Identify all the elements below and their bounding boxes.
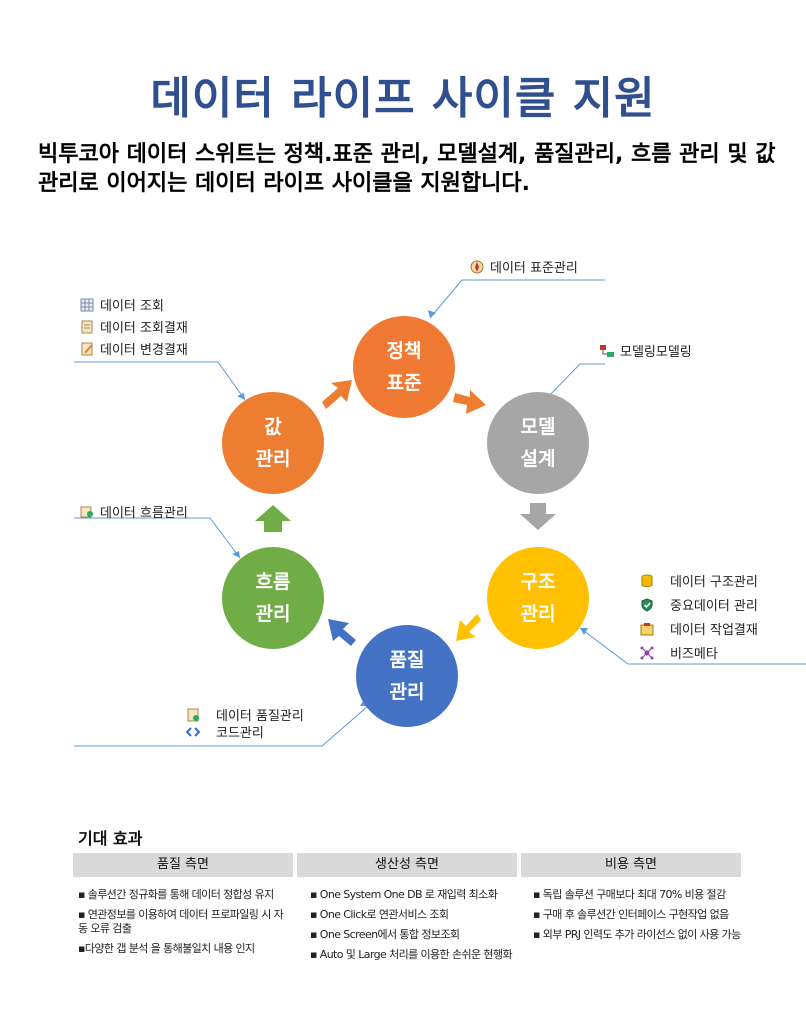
- value-connector: [74, 361, 246, 401]
- tool-standard-label: 데이터 표준관리: [490, 261, 578, 276]
- modeling-connector: [542, 363, 605, 403]
- tool-value-label-1: 데이터 조회: [100, 299, 164, 314]
- structure-label-line2: 관리: [520, 603, 556, 625]
- tool-modeling-label: 모델링모델링: [620, 345, 692, 360]
- tool-value-label-3: 데이터 변경결재: [100, 343, 188, 358]
- benefit-item-text: 독립 솔루션 구매보다 최대 70% 비용 절감: [542, 888, 726, 901]
- tool-flow: 데이터 흐름관리: [80, 502, 188, 521]
- policy-standard-circle: 정책 표준: [353, 316, 455, 418]
- benefit-item: ▪ 외부 PRJ 인력도 추가 라이선스 없이 사용 가능: [533, 928, 741, 941]
- arrow-model-to-structure: [520, 503, 556, 530]
- structure-label-line1: 구조: [520, 571, 556, 593]
- model-label-line2: 설계: [520, 448, 556, 470]
- tool-quality-label-2: 코드관리: [216, 726, 264, 741]
- tool-structure-label-4: 비즈메타: [670, 647, 718, 662]
- tool-value-label-2: 데이터 조회결재: [100, 321, 188, 336]
- quality-document-icon: [187, 708, 199, 721]
- tool-structure-2: 중요데이터 관리: [640, 595, 758, 614]
- tool-structure-4: 비즈메타: [640, 643, 718, 662]
- standard-connector: [429, 279, 605, 319]
- structure-connector: [579, 627, 806, 665]
- tool-quality-2: 코드관리: [186, 722, 264, 741]
- tool-structure-1: 데이터 구조관리: [640, 571, 758, 590]
- flow-management-circle: 흐름 관리: [222, 547, 324, 649]
- tool-quality-label-1: 데이터 품질관리: [216, 709, 304, 724]
- tool-standard: 데이터 표준관리: [470, 257, 578, 276]
- intro-text: 빅투코아 데이터 스위트는 정책.표준 관리, 모델설계, 품질관리, 흐름 관…: [38, 142, 776, 196]
- quality-label-line1: 품질: [389, 649, 425, 671]
- tool-value-2: 데이터 조회결재: [80, 317, 188, 336]
- arrow-policy-to-model: [453, 390, 486, 414]
- cycle-connectors: [74, 279, 806, 747]
- benefit-item-text: 외부 PRJ 인력도 추가 라이선스 없이 사용 가능: [542, 928, 741, 941]
- value-label-line1: 값: [264, 416, 282, 438]
- policy-label-line1: 정책: [386, 340, 422, 362]
- tool-structure-3: 데이터 작업결재: [640, 619, 758, 638]
- tool-flow-label: 데이터 흐름관리: [100, 506, 188, 521]
- model-diagram-icon: [600, 344, 614, 357]
- tool-value-3: 데이터 변경결재: [80, 339, 188, 358]
- benefit-list-quality: ▪ 솔루션간 정규화를 통해 데이터 정합성 유지 ▪ 연관정보를 이용하여 데…: [78, 888, 290, 962]
- database-icon: [641, 574, 653, 587]
- benefit-list-productivity: ▪ One System One DB 로 재입력 최소화 ▪ One Clic…: [310, 888, 522, 968]
- quality-management-circle: 품질 관리: [356, 625, 458, 727]
- benefit-item: ▪ One System One DB 로 재입력 최소화: [310, 888, 498, 901]
- edit-document-icon: [81, 342, 93, 355]
- benefit-item: ▪ 연관정보를 이용하여 데이터 프로파일링 시 자동 오류 검출: [78, 908, 284, 935]
- benefit-item-text: One Click로 연관서비스 조회: [319, 908, 449, 921]
- network-nodes-icon: [640, 646, 654, 659]
- arrow-value-to-policy: [322, 380, 352, 409]
- arrow-structure-to-quality: [456, 614, 481, 641]
- tool-structure-label-2: 중요데이터 관리: [670, 599, 758, 614]
- tool-modeling: 모델링모델링: [600, 341, 692, 360]
- benefit-heading-productivity: 생산성 측면: [297, 853, 517, 877]
- benefit-item: ▪다양한 갭 분석 을 통해불일치 내용 인지: [78, 942, 255, 955]
- benefit-item-text: One System One DB 로 재입력 최소화: [319, 888, 498, 901]
- quality-connector: [74, 705, 369, 747]
- model-label-line1: 모델: [520, 416, 556, 438]
- benefit-item-text: Auto 및 Large 처리를 이용한 손쉬운 현행화: [319, 948, 513, 961]
- benefit-heading-quality: 품질 측면: [73, 853, 293, 877]
- shield-icon: [641, 597, 653, 612]
- tool-structure-label-3: 데이터 작업결재: [670, 623, 758, 638]
- tool-value-1: 데이터 조회: [80, 295, 164, 314]
- flow-label-line1: 흐름: [255, 571, 291, 593]
- benefit-item: ▪ 구매 후 솔루션간 인터페이스 구현작업 없음: [533, 908, 729, 921]
- tool-structure-label-1: 데이터 구조관리: [670, 575, 758, 590]
- benefit-item: ▪ One Click로 연관서비스 조회: [310, 908, 449, 921]
- benefit-heading-cost: 비용 측면: [521, 853, 741, 877]
- document-check-icon: [81, 320, 93, 333]
- benefit-item: ▪ 솔루션간 정규화를 통해 데이터 정합성 유지: [78, 888, 274, 901]
- flow-connector: [74, 517, 241, 559]
- table-grid-icon: [80, 298, 94, 311]
- benefit-item-text: 다양한 갭 분석 을 통해불일치 내용 인지: [84, 942, 255, 955]
- benefit-item-text: 연관정보를 이용하여 데이터 프로파일링 시 자동 오류 검출: [78, 908, 284, 935]
- work-approval-icon: [640, 622, 654, 635]
- value-label-line2: 관리: [255, 448, 291, 470]
- value-management-circle: 값 관리: [222, 392, 324, 494]
- benefit-list-cost: ▪ 독립 솔루션 구매보다 최대 70% 비용 절감 ▪ 구매 후 솔루션간 인…: [533, 888, 763, 948]
- flow-icon: [80, 506, 93, 517]
- tool-quality-1: 데이터 품질관리: [186, 705, 304, 724]
- quality-label-line2: 관리: [389, 681, 425, 703]
- benefit-item: ▪ 독립 솔루션 구매보다 최대 70% 비용 절감: [533, 888, 726, 901]
- arrow-quality-to-flow: [328, 619, 356, 646]
- benefit-item-text: One Screen에서 통합 정보조회: [319, 928, 460, 941]
- page-title: 데이터 라이프 사이클 지원: [150, 73, 656, 124]
- flow-label-line2: 관리: [255, 603, 291, 625]
- benefit-item-text: 솔루션간 정규화를 통해 데이터 정합성 유지: [87, 888, 274, 901]
- structure-management-circle: 구조 관리: [487, 547, 589, 649]
- benefit-item: ▪ One Screen에서 통합 정보조회: [310, 928, 460, 941]
- compass-icon: [470, 260, 484, 273]
- arrow-flow-to-value: [255, 505, 291, 532]
- benefits-title: 기대 효과: [78, 829, 143, 848]
- model-design-circle: 모델 설계: [487, 392, 589, 494]
- benefit-item: ▪ Auto 및 Large 처리를 이용한 손쉬운 현행화: [310, 948, 513, 961]
- code-brackets-icon: [186, 726, 200, 737]
- policy-label-line2: 표준: [386, 372, 422, 394]
- benefit-item-text: 구매 후 솔루션간 인터페이스 구현작업 없음: [542, 908, 729, 921]
